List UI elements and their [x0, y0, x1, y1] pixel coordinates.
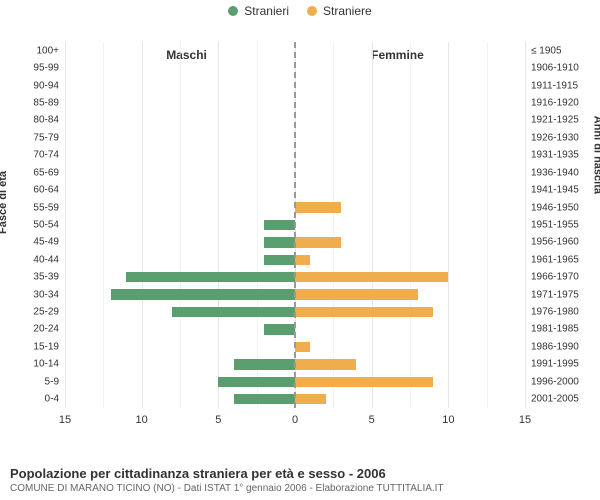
birth-label: 1921-1925: [525, 115, 595, 126]
bar-male: [264, 237, 295, 247]
birth-label: 1996-2000: [525, 376, 595, 387]
age-label: 90-94: [5, 80, 65, 91]
birth-label: 1931-1935: [525, 150, 595, 161]
bar-female: [295, 289, 418, 299]
birth-label: 2001-2005: [525, 394, 595, 405]
bar-female: [295, 272, 448, 282]
x-tick: 5: [215, 414, 221, 426]
age-label: 10-14: [5, 359, 65, 370]
bar-female: [295, 202, 341, 212]
bar-female: [295, 377, 433, 387]
birth-label: 1966-1970: [525, 272, 595, 283]
age-label: 5-9: [5, 376, 65, 387]
age-label: 40-44: [5, 254, 65, 265]
birth-label: 1926-1930: [525, 132, 595, 143]
x-tick: 0: [292, 414, 298, 426]
legend-label-male: Stranieri: [244, 4, 289, 18]
bar-male: [234, 394, 295, 404]
bar-male: [111, 289, 295, 299]
age-label: 80-84: [5, 115, 65, 126]
age-label: 20-24: [5, 324, 65, 335]
x-tick: 10: [136, 414, 148, 426]
bar-female: [295, 307, 433, 317]
legend-dot-male: [228, 6, 238, 16]
age-label: 25-29: [5, 307, 65, 318]
age-label: 70-74: [5, 150, 65, 161]
bar-male: [218, 377, 295, 387]
age-label: 35-39: [5, 272, 65, 283]
birth-label: 1906-1910: [525, 63, 595, 74]
birth-label: 1941-1945: [525, 185, 595, 196]
bar-male: [234, 359, 295, 369]
bar-female: [295, 342, 310, 352]
birth-label: 1981-1985: [525, 324, 595, 335]
legend: Stranieri Straniere: [0, 0, 600, 18]
bar-female: [295, 255, 310, 265]
age-label: 45-49: [5, 237, 65, 248]
legend-label-female: Straniere: [323, 4, 372, 18]
birth-label: 1911-1915: [525, 80, 595, 91]
center-axis: [294, 42, 296, 408]
age-label: 65-69: [5, 167, 65, 178]
birth-label: 1986-1990: [525, 341, 595, 352]
bar-male: [172, 307, 295, 317]
birth-label: 1936-1940: [525, 167, 595, 178]
chart-title: Popolazione per cittadinanza straniera p…: [10, 466, 590, 481]
birth-label: 1956-1960: [525, 237, 595, 248]
legend-dot-female: [307, 6, 317, 16]
plot-area: Maschi Femmine 100+≤ 190595-991906-19109…: [65, 42, 525, 408]
birth-label: 1946-1950: [525, 202, 595, 213]
birth-label: 1961-1965: [525, 254, 595, 265]
x-tick: 15: [519, 414, 531, 426]
bar-male: [264, 324, 295, 334]
age-label: 55-59: [5, 202, 65, 213]
age-label: 0-4: [5, 394, 65, 405]
bar-female: [295, 359, 356, 369]
birth-label: 1991-1995: [525, 359, 595, 370]
bar-female: [295, 394, 326, 404]
footer: Popolazione per cittadinanza straniera p…: [10, 466, 590, 494]
x-tick: 15: [59, 414, 71, 426]
age-label: 100+: [5, 45, 65, 56]
age-label: 85-89: [5, 97, 65, 108]
bar-male: [264, 255, 295, 265]
birth-label: ≤ 1905: [525, 45, 595, 56]
legend-item-female: Straniere: [307, 4, 372, 18]
bar-male: [126, 272, 295, 282]
birth-label: 1971-1975: [525, 289, 595, 300]
age-label: 30-34: [5, 289, 65, 300]
bar-male: [264, 220, 295, 230]
age-label: 15-19: [5, 341, 65, 352]
age-label: 95-99: [5, 63, 65, 74]
birth-label: 1976-1980: [525, 307, 595, 318]
chart: Fasce di età Anni di nascita Maschi Femm…: [0, 18, 600, 448]
legend-item-male: Stranieri: [228, 4, 289, 18]
birth-label: 1951-1955: [525, 219, 595, 230]
x-tick: 10: [442, 414, 454, 426]
bar-female: [295, 237, 341, 247]
age-label: 50-54: [5, 219, 65, 230]
age-label: 60-64: [5, 185, 65, 196]
chart-subtitle: COMUNE DI MARANO TICINO (NO) - Dati ISTA…: [10, 483, 590, 494]
x-tick: 5: [369, 414, 375, 426]
age-label: 75-79: [5, 132, 65, 143]
birth-label: 1916-1920: [525, 97, 595, 108]
